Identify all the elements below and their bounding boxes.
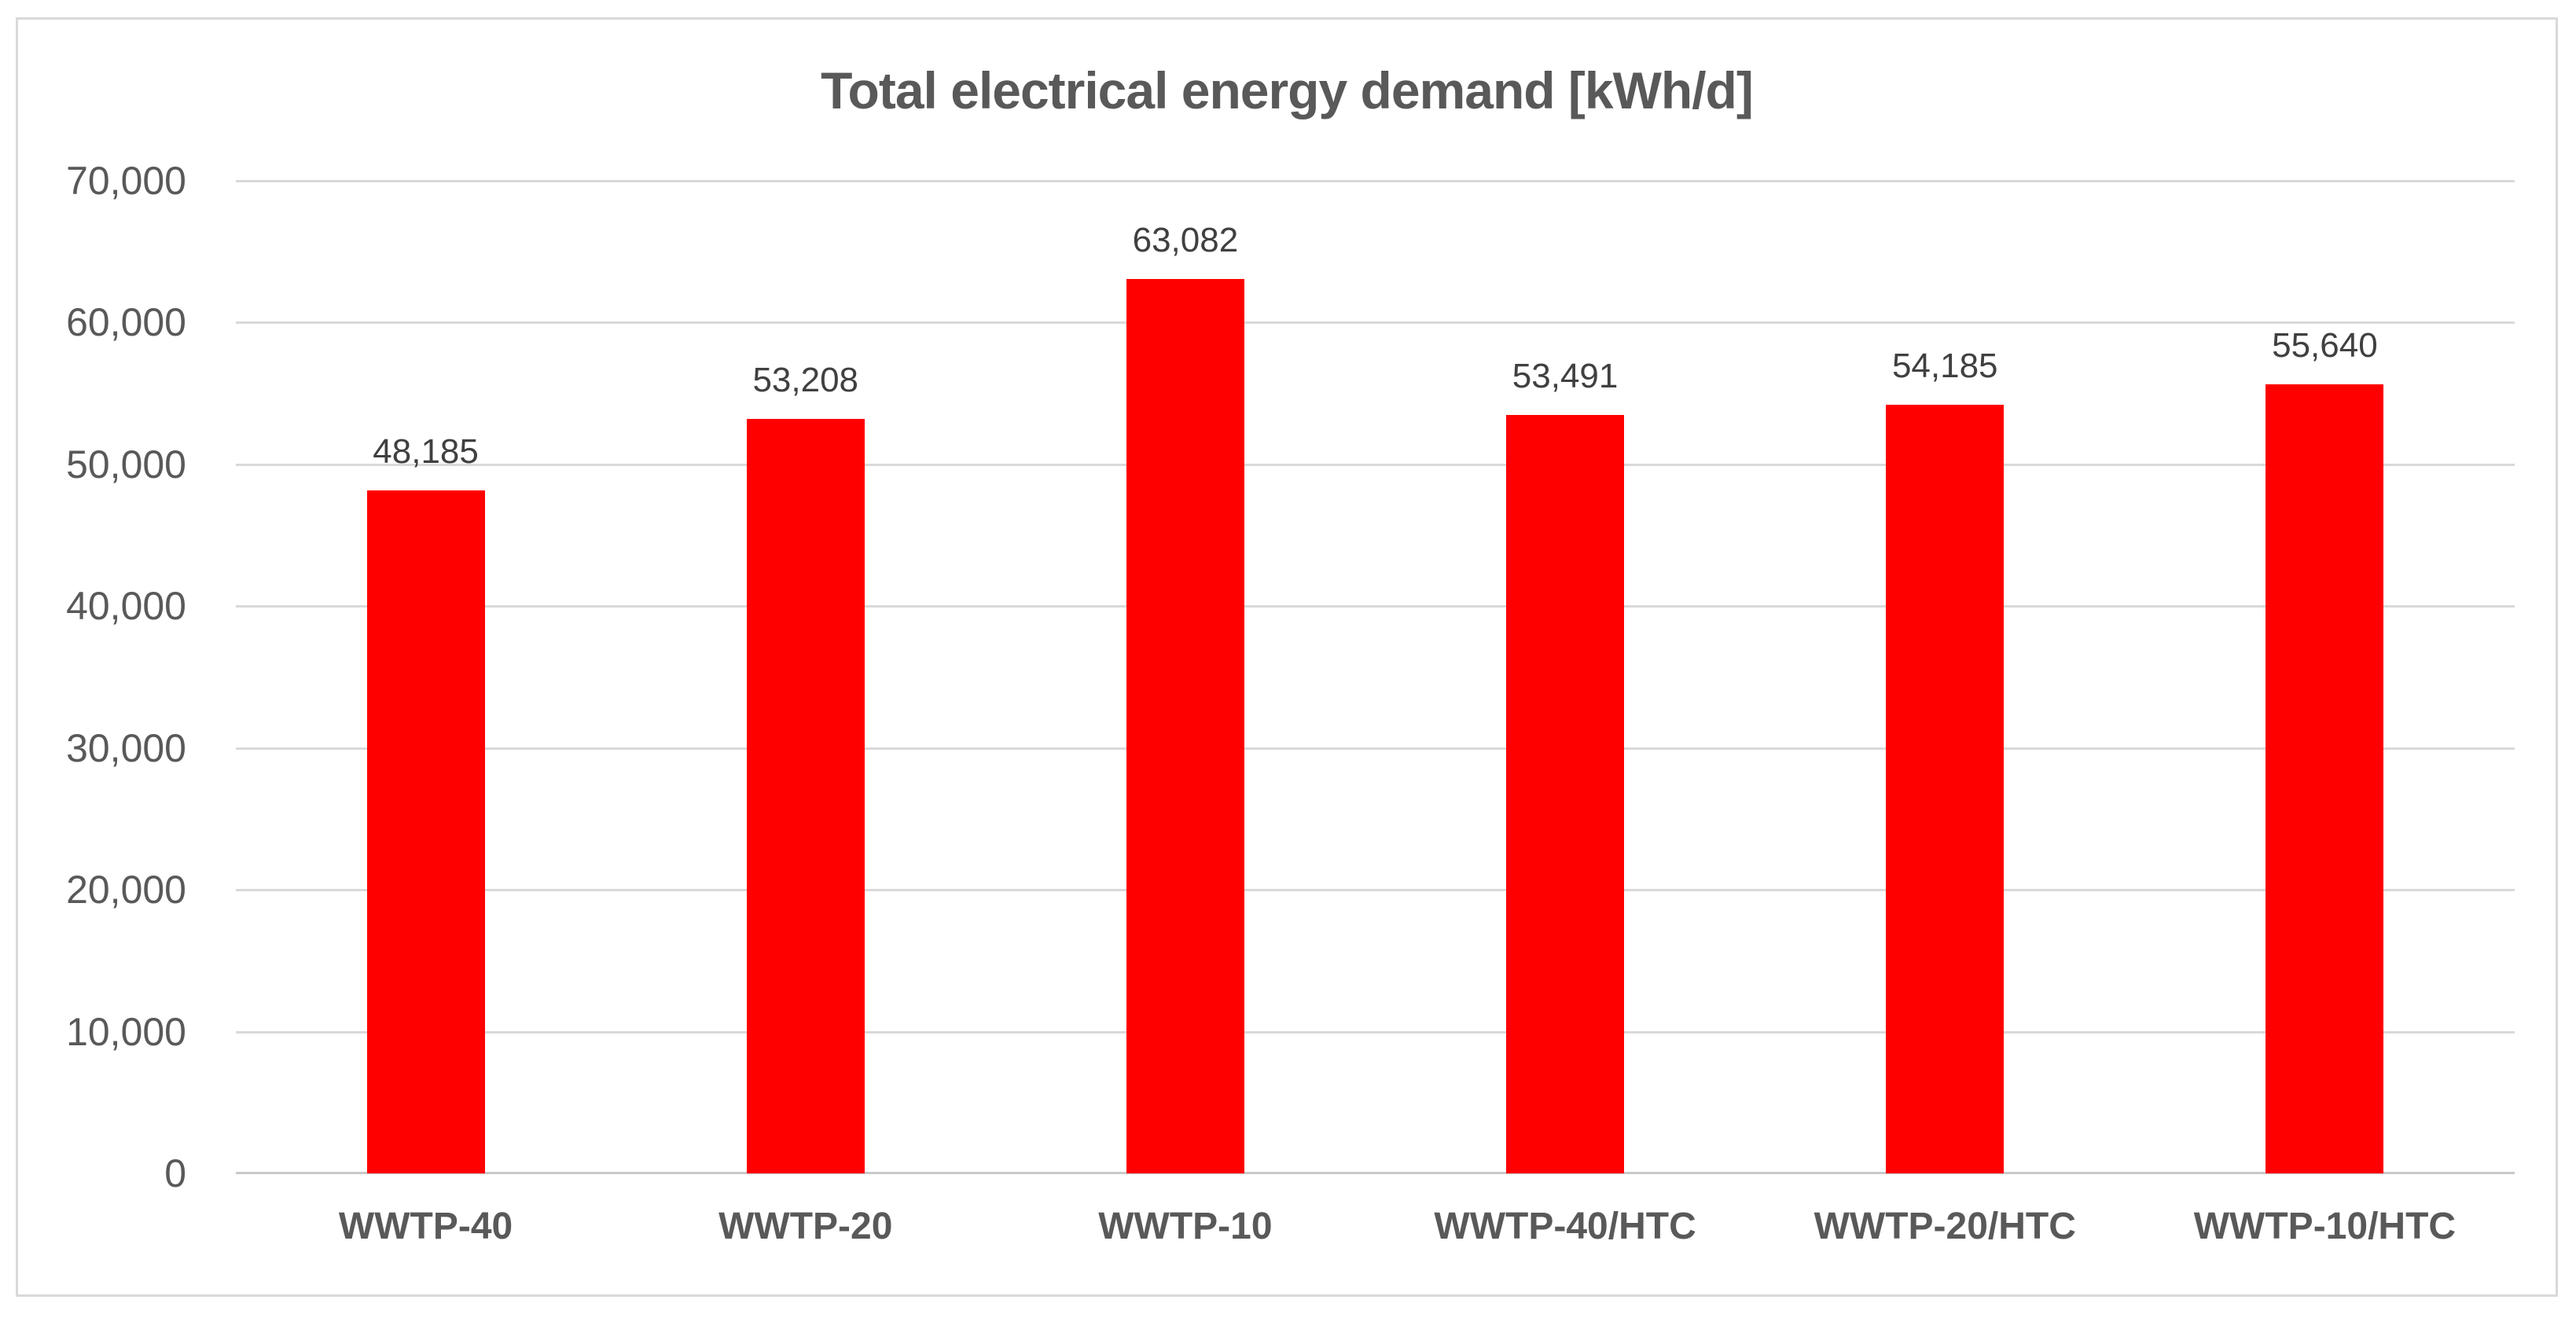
x-category-label: WWTP-20/HTC bbox=[1813, 1206, 2076, 1247]
x-category-label: WWTP-40/HTC bbox=[1434, 1206, 1696, 1247]
y-tick-label: 30,000 bbox=[66, 725, 186, 770]
bar-value-label: 54,185 bbox=[1891, 347, 1998, 386]
y-tick-label: 50,000 bbox=[66, 442, 186, 486]
y-axis: 0 10,000 20,000 30,000 40,000 50,000 60,000 70,… bbox=[18, 159, 186, 1195]
gridline bbox=[236, 747, 2515, 750]
x-category-label: WWTP-10/HTC bbox=[2193, 1206, 2457, 1247]
bar-WWTP-10/HTC bbox=[2265, 384, 2384, 1173]
y-tick-label: 0 bbox=[164, 1151, 186, 1195]
bar-value-label: 53,208 bbox=[752, 360, 859, 399]
bar-WWTP-10 bbox=[1126, 278, 1244, 1173]
plot-area: 48,185 WWTP-40 53,208 WWTP-20 63,082 WWTP-10 5… bbox=[236, 180, 2515, 1247]
x-category-label: WWTP-10 bbox=[1098, 1206, 1273, 1247]
gridline bbox=[236, 321, 2515, 325]
chart-title: Total electrical energy demand [kWh/d] bbox=[821, 61, 1754, 119]
gridline bbox=[236, 463, 2515, 466]
chart-frame: Total electrical energy demand [kWh/d] 0… bbox=[16, 17, 2558, 1297]
x-category-label: WWTP-20 bbox=[718, 1206, 893, 1247]
bar-WWTP-20/HTC bbox=[1886, 405, 2005, 1173]
gridline bbox=[236, 605, 2515, 608]
bar-value-label: 55,640 bbox=[2272, 326, 2378, 365]
bar-WWTP-40 bbox=[366, 490, 485, 1173]
bar-value-label: 63,082 bbox=[1132, 220, 1239, 259]
bar-value-label: 48,185 bbox=[373, 431, 479, 471]
x-axis-line bbox=[236, 1172, 2515, 1174]
bar-value-label: 53,491 bbox=[1512, 356, 1619, 395]
gridline bbox=[236, 1030, 2515, 1033]
gridline bbox=[236, 889, 2515, 892]
y-tick-label: 20,000 bbox=[66, 868, 186, 912]
y-tick-label: 10,000 bbox=[66, 1009, 186, 1054]
y-tick-label: 40,000 bbox=[66, 584, 186, 629]
y-tick-label: 60,000 bbox=[66, 300, 186, 345]
bar-WWTP-40/HTC bbox=[1506, 414, 1625, 1173]
bar-WWTP-20 bbox=[746, 418, 865, 1173]
gridline bbox=[236, 180, 2515, 182]
x-category-label: WWTP-40 bbox=[338, 1206, 513, 1247]
y-tick-label: 70,000 bbox=[66, 159, 186, 203]
